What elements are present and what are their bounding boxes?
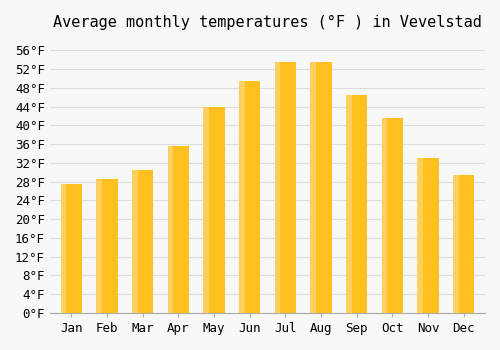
Bar (274, 62, 296, 313)
Bar (453, 175, 458, 313)
Bar (96, 179, 102, 313)
Bar (168, 146, 173, 313)
Bar (60, 184, 66, 313)
Bar (346, 95, 352, 313)
Bar (168, 146, 189, 313)
Bar (417, 158, 423, 313)
Bar (382, 118, 403, 313)
Bar (203, 107, 209, 313)
Bar (382, 118, 403, 313)
Bar (417, 158, 438, 313)
Bar (239, 81, 260, 313)
Bar (346, 95, 368, 313)
Bar (168, 146, 189, 313)
Bar (96, 179, 118, 313)
Bar (346, 95, 368, 313)
Title: Average monthly temperatures (°F ) in Vevelstad: Average monthly temperatures (°F ) in Ve… (53, 15, 482, 30)
Bar (60, 184, 82, 313)
Bar (310, 62, 316, 313)
Bar (310, 62, 332, 313)
Bar (239, 81, 260, 313)
Bar (96, 179, 118, 313)
Bar (310, 62, 332, 313)
Bar (60, 184, 82, 313)
Bar (239, 81, 244, 313)
Bar (274, 62, 280, 313)
Bar (453, 175, 474, 313)
Bar (132, 170, 154, 313)
Bar (382, 118, 388, 313)
Bar (417, 158, 438, 313)
Bar (132, 170, 138, 313)
Bar (203, 107, 224, 313)
Bar (132, 170, 154, 313)
Bar (453, 175, 474, 313)
Bar (274, 62, 296, 313)
Bar (203, 107, 224, 313)
